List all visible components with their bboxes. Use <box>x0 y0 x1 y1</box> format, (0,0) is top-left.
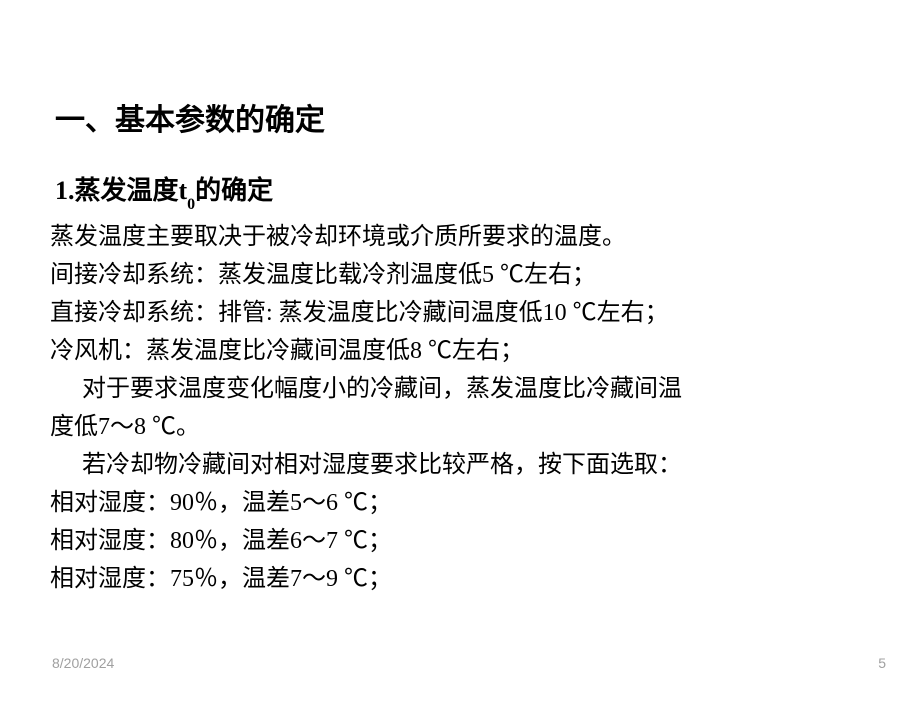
rh-line-1: 相对湿度：90％，温差5～6 ℃； <box>50 484 880 522</box>
body-line-1: 蒸发温度主要取决于被冷却环境或介质所要求的温度。 <box>50 218 880 256</box>
body-line-2: 间接冷却系统：蒸发温度比载冷剂温度低5 ℃左右； <box>50 256 880 294</box>
subsection-subscript: 0 <box>187 196 195 213</box>
body-line-5b: 度低7～8 ℃。 <box>50 408 880 446</box>
slide: 一、基本参数的确定 1.蒸发温度t0的确定 蒸发温度主要取决于被冷却环境或介质所… <box>0 0 920 701</box>
subsection-heading: 1.蒸发温度t0的确定 <box>55 170 273 210</box>
body-line-6: 若冷却物冷藏间对相对湿度要求比较严格，按下面选取： <box>50 446 880 484</box>
footer-date: 8/20/2024 <box>52 655 114 671</box>
rh-line-3: 相对湿度：75％，温差7～9 ℃； <box>50 560 880 598</box>
body-line-4: 冷风机：蒸发温度比冷藏间温度低8 ℃左右； <box>50 332 880 370</box>
body-line-3: 直接冷却系统：排管: 蒸发温度比冷藏间温度低10 ℃左右； <box>50 294 880 332</box>
subsection-suffix: 的确定 <box>195 176 273 205</box>
section-heading: 一、基本参数的确定 <box>55 95 325 139</box>
rh-line-2: 相对湿度：80％，温差6～7 ℃； <box>50 522 880 560</box>
body-line-5a: 对于要求温度变化幅度小的冷藏间，蒸发温度比冷藏间温 <box>50 370 880 408</box>
body-text: 蒸发温度主要取决于被冷却环境或介质所要求的温度。 间接冷却系统：蒸发温度比载冷剂… <box>50 218 880 598</box>
subsection-prefix: 1.蒸发温度t <box>55 176 187 205</box>
section-heading-text: 一、基本参数的确定 <box>55 104 325 137</box>
footer-page-number: 5 <box>878 655 886 671</box>
